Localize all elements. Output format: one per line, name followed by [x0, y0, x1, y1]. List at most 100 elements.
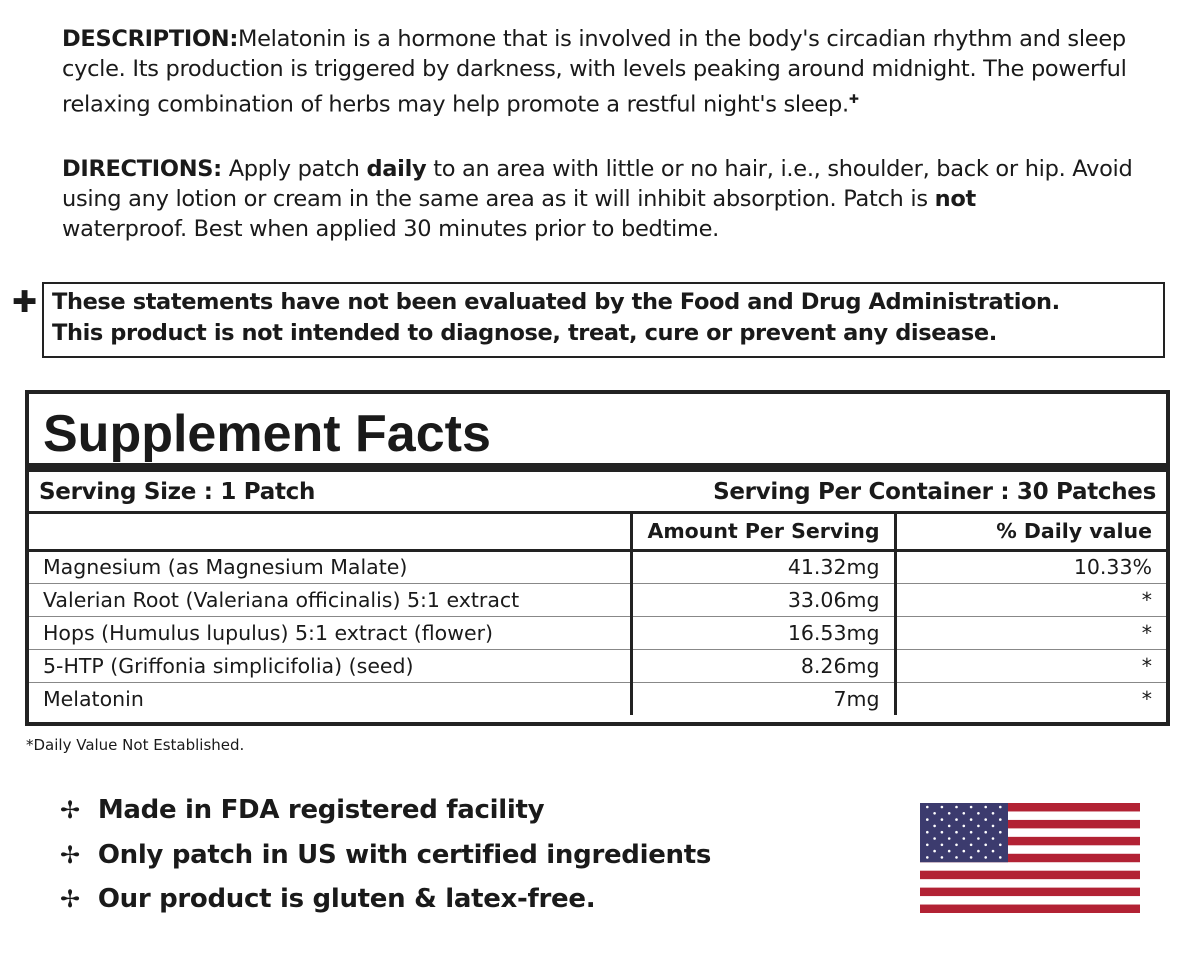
ingredient-amount: 33.06mg [629, 583, 895, 617]
bullet-item: ✢ Only patch in US with certified ingredi… [60, 840, 711, 870]
description-text: Melatonin is a hormone that is involved … [62, 26, 1127, 118]
flag-star [991, 824, 995, 828]
servings-per-container: Serving Per Container : 30 Patches [713, 478, 1156, 505]
bullet-item: ✢ Our product is gluten & latex-free. [60, 884, 596, 914]
bullet-text: Our product is gluten & latex-free. [97, 884, 596, 914]
ingredient-dv: * [893, 583, 1166, 617]
table-row: Melatonin 7mg * [29, 682, 1166, 715]
disclaimer-line: These statements have not been evaluated… [52, 289, 1060, 315]
flag-star [940, 805, 944, 809]
ingredient-name: Melatonin [43, 686, 144, 711]
flag-stripe [920, 819, 1140, 829]
flag-star [984, 818, 987, 821]
flag-star [999, 830, 1002, 834]
directions-label: DIRECTIONS: [62, 156, 222, 182]
flag-star [969, 805, 973, 809]
flag-star [977, 837, 980, 840]
directions-text: waterproof. Best when applied 30 minutes… [62, 216, 719, 242]
flag-star [969, 818, 973, 821]
ingredient-amount: 8.26mg [629, 649, 895, 683]
flag-star [926, 856, 929, 859]
directions-emphasis: not [934, 186, 977, 212]
flag-star [999, 818, 1002, 821]
flag-star [999, 805, 1002, 809]
flag-star [969, 843, 973, 847]
flag-star [977, 849, 980, 853]
header-daily-value: % Daily value [893, 514, 1166, 552]
ingredient-amount: 41.32mg [629, 550, 895, 584]
cross-mark-icon: ✚ [848, 92, 859, 106]
flag-star [926, 818, 929, 821]
ingredient-dv: * [893, 682, 1166, 715]
flag-star [962, 812, 966, 815]
flag-star [947, 824, 951, 828]
flag-star [984, 830, 987, 834]
bullet-text: Only patch in US with certified ingredie… [97, 840, 712, 870]
flag-star [947, 837, 951, 840]
flag-stripe [920, 870, 1140, 880]
flag-star [962, 824, 966, 828]
flag-star [955, 843, 958, 847]
directions-text: to an area with little or no hair, i.e.,… [62, 156, 1133, 212]
ingredient-amount: 16.53mg [629, 616, 895, 650]
flag-star [926, 843, 929, 847]
facts-title: Supplement Facts [29, 394, 1166, 472]
ingredient-dv: * [893, 616, 1166, 650]
ingredient-name: Valerian Root (Valeriana officinalis) 5:… [29, 583, 631, 617]
serving-size: Serving Size : 1 Patch [39, 478, 316, 505]
table-row: Valerian Root (Valeriana officinalis) 5:… [29, 583, 1166, 617]
directions-emphasis: daily [366, 156, 427, 182]
flag-star [940, 843, 944, 847]
supplement-facts-panel: Supplement Facts Serving Size : 1 Patch S… [25, 390, 1170, 726]
bullet-item: ✢ Made in FDA registered facility [60, 795, 545, 825]
flag-star [969, 830, 973, 834]
flag-star [955, 818, 958, 821]
flag-star [926, 830, 929, 834]
disclaimer-line: This product is not intended to diagnose… [52, 320, 997, 346]
cross-bullet-icon: ✢ [60, 796, 80, 824]
flag-star [933, 824, 936, 828]
flag-star [940, 856, 944, 859]
table-row: 5-HTP (Griffonia simplicifolia) (seed) 8.… [29, 649, 1166, 683]
flag-star [940, 830, 944, 834]
flag-star [940, 818, 944, 821]
ingredient-name: Hops (Humulus lupulus) 5:1 extract (flow… [29, 616, 631, 650]
facts-table: Amount Per Serving% Daily value Magnesiu… [29, 514, 1166, 715]
flag-star [955, 805, 958, 809]
flag-stripe [920, 887, 1140, 897]
header-amount: Amount Per Serving [629, 514, 895, 552]
flag-star [991, 812, 995, 815]
flag-star [999, 843, 1002, 847]
cross-bullet-icon: ✢ [60, 841, 80, 869]
flag-star [926, 805, 929, 809]
flag-star [999, 856, 1002, 859]
us-flag-icon [920, 803, 1140, 913]
flag-stripe [920, 904, 1140, 913]
header-cell [29, 514, 631, 552]
cross-bullet-icon: ✢ [60, 885, 80, 913]
flag-star [984, 805, 987, 809]
ingredient-name: Magnesium (as Magnesium Malate) [29, 550, 631, 584]
flag-stripe [920, 836, 1140, 846]
flag-star [969, 856, 973, 859]
table-header: Amount Per Serving% Daily value [29, 514, 1166, 552]
flag-star [991, 849, 995, 853]
directions: DIRECTIONS: Apply patch daily to an area… [62, 154, 1142, 244]
flag-star [933, 837, 936, 840]
ingredient-dv: 10.33% [893, 550, 1166, 584]
flag-star [991, 837, 995, 840]
flag-stripe [920, 853, 1140, 863]
description: DESCRIPTION:Melatonin is a hormone that … [62, 24, 1142, 120]
flag-star [977, 824, 980, 828]
flag-star [933, 849, 936, 853]
ingredient-name: 5-HTP (Griffonia simplicifolia) (seed) [29, 649, 631, 683]
flag-star [947, 812, 951, 815]
directions-text: Apply patch [228, 156, 360, 182]
flag-star [962, 837, 966, 840]
flag-star [984, 856, 987, 859]
table-row: Hops (Humulus lupulus) 5:1 extract (flow… [29, 616, 1166, 650]
flag-star [947, 849, 951, 853]
description-label: DESCRIPTION: [62, 26, 239, 52]
ingredient-dv: * [893, 649, 1166, 683]
flag-star [933, 812, 936, 815]
